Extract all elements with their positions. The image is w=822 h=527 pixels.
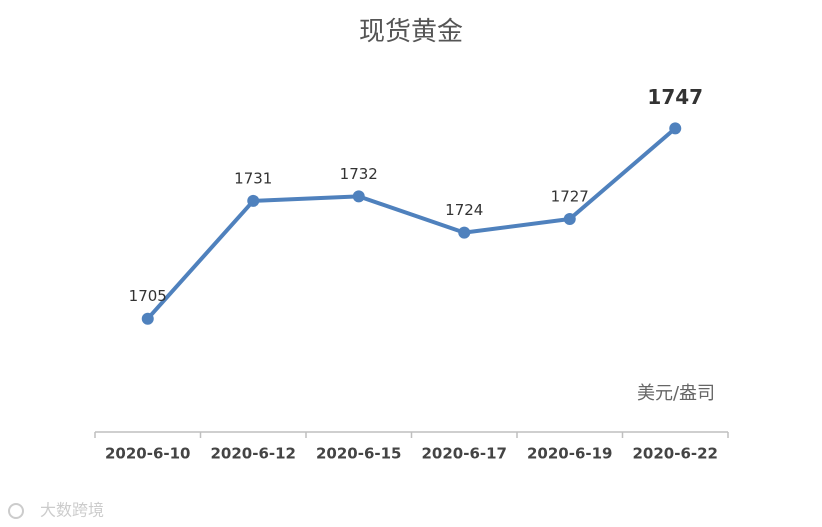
x-tick-label: 2020-6-19 xyxy=(527,445,613,463)
x-tick-label: 2020-6-22 xyxy=(632,445,718,463)
watermark-logo xyxy=(8,503,24,519)
point xyxy=(458,226,471,239)
x-tick-label: 2020-6-17 xyxy=(421,445,507,463)
point xyxy=(352,190,365,203)
unit-label: 美元/盎司 xyxy=(637,383,715,404)
data-label: 1724 xyxy=(445,201,483,219)
data-label: 1747 xyxy=(647,85,703,109)
x-tick-label: 2020-6-15 xyxy=(316,445,402,463)
data-label: 1727 xyxy=(551,188,589,206)
data-label: 1731 xyxy=(234,169,272,187)
data-label: 1705 xyxy=(129,287,167,305)
x-tick-label: 2020-6-12 xyxy=(210,445,296,463)
chart-title: 现货黄金 xyxy=(359,17,463,47)
point xyxy=(247,194,260,207)
point xyxy=(563,213,576,226)
x-tick-label: 2020-6-10 xyxy=(105,445,191,463)
point xyxy=(669,122,682,135)
data-label: 1732 xyxy=(340,165,378,183)
watermark: 大数跨境 xyxy=(40,501,104,520)
line xyxy=(146,126,677,321)
point xyxy=(141,312,154,325)
